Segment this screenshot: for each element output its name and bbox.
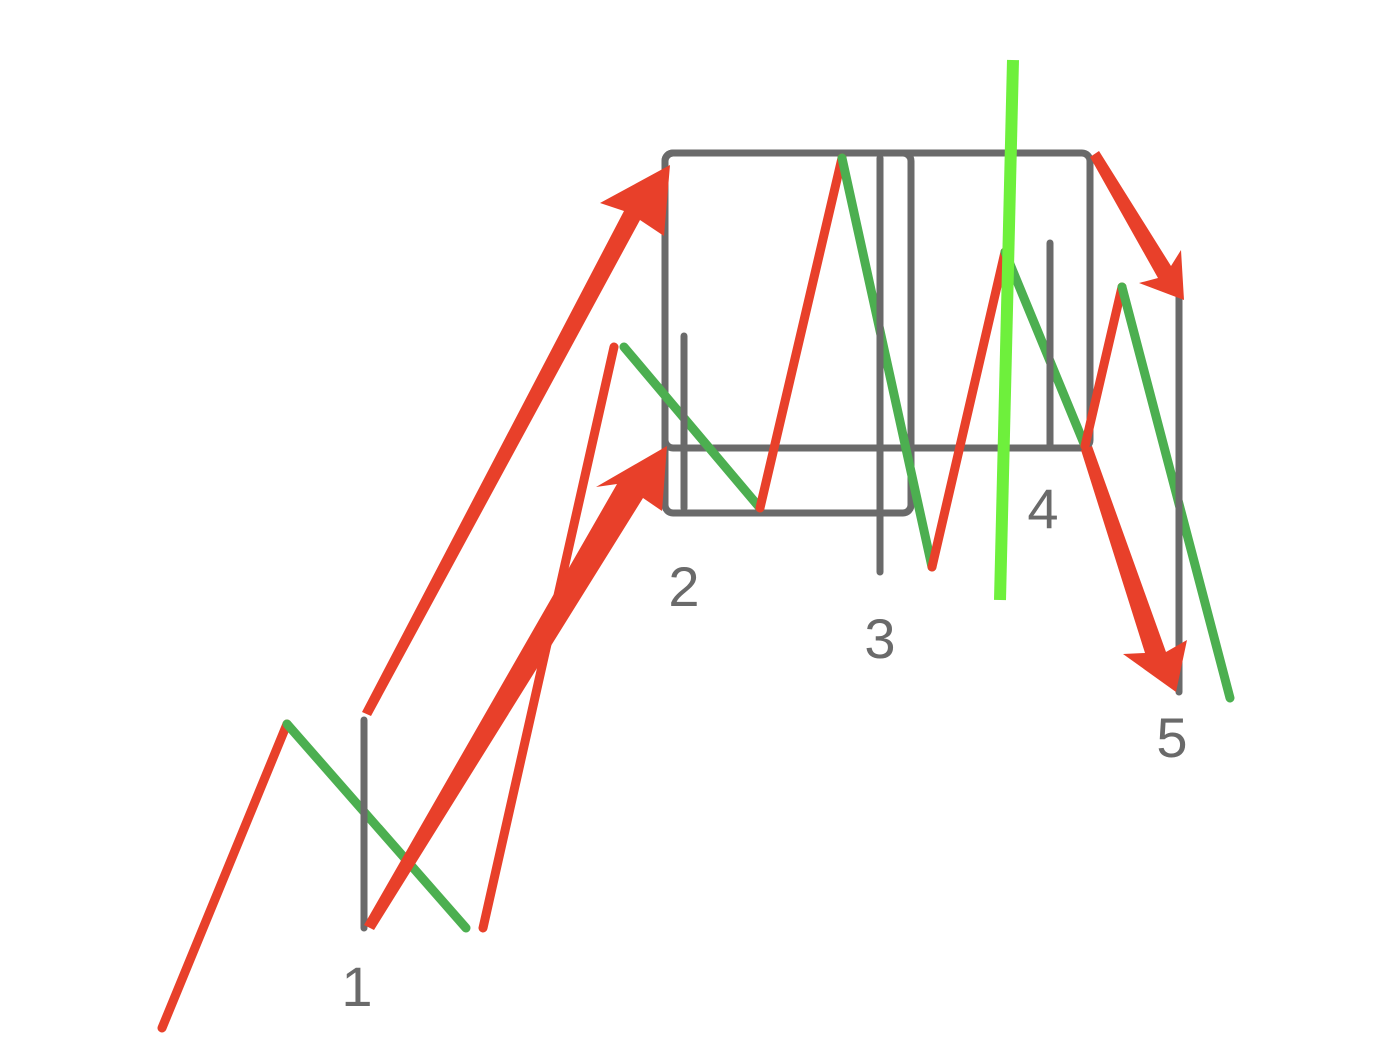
arrow-up-short	[364, 446, 667, 930]
point-label-1: 1	[341, 955, 372, 1018]
down-leg	[837, 153, 937, 572]
point-labels: 1 2 3 4 5	[341, 477, 1187, 1018]
arrow-up-long	[362, 165, 670, 716]
point-label-3: 3	[864, 607, 895, 670]
arrow-down-short	[1090, 151, 1184, 300]
up-leg	[755, 153, 847, 513]
up-leg	[157, 719, 292, 1033]
point-label-5: 5	[1156, 706, 1187, 769]
down-leg	[619, 342, 765, 513]
arrow-down-long	[1081, 446, 1187, 692]
red-arrows	[362, 151, 1187, 930]
down-leg	[282, 719, 471, 933]
down-leg	[1000, 247, 1090, 451]
point-label-2: 2	[668, 555, 699, 618]
up-leg	[927, 247, 1010, 572]
marker-bars	[360, 154, 1183, 932]
point-label-4: 4	[1027, 477, 1058, 540]
up-leg	[1080, 282, 1127, 451]
range-box-lower	[661, 149, 915, 517]
highlight-line	[994, 59, 1019, 601]
